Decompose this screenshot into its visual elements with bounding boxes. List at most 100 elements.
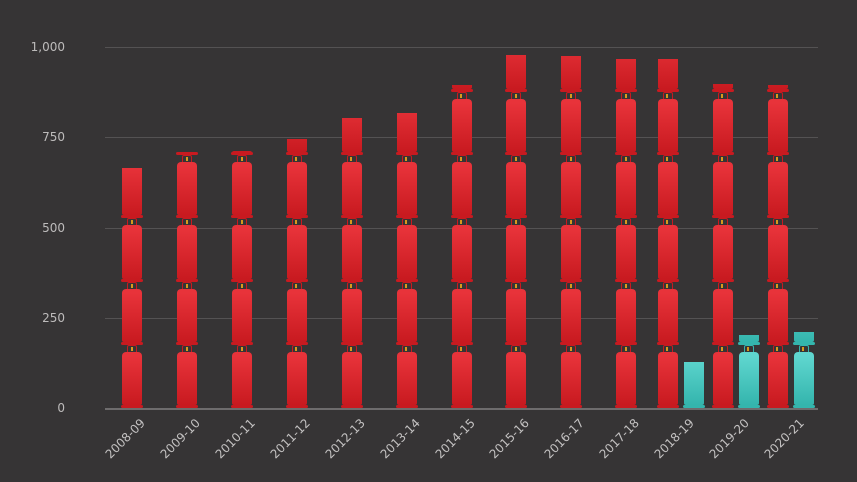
gas-cylinder-icon: [121, 281, 144, 345]
gas-cylinder-icon: [176, 155, 199, 219]
gas-cylinder-icon: [615, 281, 638, 345]
gas-cylinder-icon: [231, 281, 254, 345]
gas-cylinder-icon: [505, 344, 528, 408]
gas-cylinder-icon: [285, 281, 308, 345]
gas-cylinder-icon: [615, 344, 638, 408]
gas-cylinder-icon: [737, 344, 760, 408]
gas-cylinder-icon: [737, 335, 760, 345]
y-tick-label: 750: [42, 130, 65, 145]
gas-cylinder-icon: [285, 139, 308, 156]
bar-series-1: [450, 84, 473, 408]
gas-cylinder-icon: [766, 218, 789, 282]
gas-cylinder-icon: [766, 344, 789, 408]
gas-cylinder-icon: [656, 344, 679, 408]
gas-cylinder-icon: [560, 56, 583, 93]
gas-cylinder-icon: [340, 344, 363, 408]
gas-cylinder-icon: [176, 218, 199, 282]
x-tick-label: 2020-21: [761, 416, 807, 462]
gas-cylinder-icon: [285, 155, 308, 219]
x-tick-label: 2012-13: [322, 416, 368, 462]
gas-cylinder-icon: [340, 155, 363, 219]
gas-cylinder-icon: [340, 118, 363, 156]
gridline: [105, 47, 818, 48]
bar-series-1: [615, 58, 638, 408]
gas-cylinder-icon: [450, 155, 473, 219]
gas-cylinder-icon: [505, 155, 528, 219]
gas-cylinder-icon: [560, 218, 583, 282]
gas-cylinder-icon: [395, 218, 418, 282]
gas-cylinder-icon: [656, 155, 679, 219]
x-tick-label: 2016-17: [541, 416, 588, 462]
gas-cylinder-icon: [766, 155, 789, 219]
x-tick-label: 2011-12: [267, 416, 313, 462]
gas-cylinder-icon: [711, 344, 734, 408]
bar-series-1: [560, 56, 583, 408]
x-tick-label: 2019-20: [706, 416, 752, 462]
x-tick-label: 2018-19: [651, 416, 697, 462]
x-tick-label: 2017-18: [596, 416, 642, 462]
x-tick-label: 2008-09: [102, 416, 149, 462]
gas-cylinder-icon: [711, 218, 734, 282]
gas-cylinder-icon: [505, 54, 528, 93]
bar-series-1: [285, 139, 308, 408]
gas-cylinder-icon: [395, 281, 418, 345]
gas-cylinder-icon: [231, 150, 254, 156]
bar-series-1: [176, 152, 199, 408]
gas-cylinder-icon: [340, 281, 363, 345]
x-tick-label: 2013-14: [377, 416, 423, 462]
gas-cylinder-icon: [682, 362, 705, 408]
bar-series-1: [656, 58, 679, 408]
gas-cylinder-icon: [766, 281, 789, 345]
gas-cylinder-icon: [656, 58, 679, 93]
gas-cylinder-icon: [766, 92, 789, 156]
gas-cylinder-icon: [450, 84, 473, 93]
bar-series-2: [737, 335, 760, 408]
gas-cylinder-icon: [615, 155, 638, 219]
gas-cylinder-icon: [560, 155, 583, 219]
x-tick-label: 2010-11: [212, 416, 259, 462]
gas-cylinder-icon: [285, 218, 308, 282]
gas-cylinder-icon: [340, 218, 363, 282]
gas-cylinder-icon: [121, 344, 144, 408]
bar-series-1: [395, 113, 418, 408]
gas-cylinder-icon: [656, 92, 679, 156]
gas-cylinder-icon: [505, 92, 528, 156]
gas-cylinder-icon: [450, 344, 473, 408]
bar-series-1: [231, 150, 254, 408]
gas-cylinder-icon: [505, 281, 528, 345]
gas-cylinder-icon: [231, 344, 254, 408]
y-tick-label: 250: [42, 310, 65, 325]
gas-cylinder-icon: [231, 155, 254, 219]
gas-cylinder-icon: [395, 155, 418, 219]
gas-cylinder-icon: [121, 167, 144, 219]
gas-cylinder-icon: [505, 218, 528, 282]
gas-cylinder-icon: [395, 344, 418, 408]
gas-cylinder-icon: [121, 218, 144, 282]
gas-cylinder-icon: [656, 281, 679, 345]
gas-cylinder-icon: [176, 152, 199, 156]
gas-cylinder-icon: [450, 281, 473, 345]
gas-cylinder-icon: [231, 218, 254, 282]
gas-cylinder-icon: [711, 84, 734, 93]
gas-cylinder-icon: [711, 155, 734, 219]
x-axis-line: [105, 408, 818, 410]
bar-series-2: [682, 362, 705, 408]
x-tick-label: 2009-10: [157, 416, 204, 462]
bar-series-1: [711, 84, 734, 408]
gas-cylinder-icon: [285, 344, 308, 408]
gas-cylinder-icon: [711, 92, 734, 156]
gas-cylinder-icon: [766, 84, 789, 93]
y-tick-label: 1,000: [30, 40, 65, 54]
gas-cylinder-icon: [560, 344, 583, 408]
y-tick-label: 500: [42, 220, 65, 235]
bar-series-1: [505, 54, 528, 408]
x-tick-label: 2014-15: [432, 416, 478, 462]
gas-cylinder-icon: [176, 344, 199, 408]
gas-cylinder-icon: [615, 218, 638, 282]
gas-cylinder-icon: [395, 113, 418, 156]
bar-series-1: [766, 84, 789, 408]
bar-series-1: [121, 167, 144, 408]
gas-cylinder-icon: [792, 344, 815, 408]
gas-cylinder-icon: [615, 92, 638, 156]
